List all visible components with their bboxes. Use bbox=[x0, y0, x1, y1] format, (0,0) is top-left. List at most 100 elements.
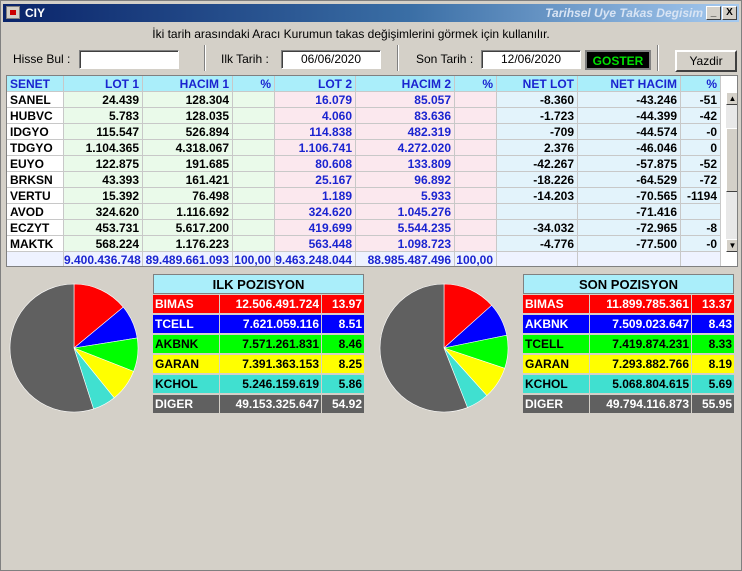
minimize-button[interactable]: _ bbox=[706, 6, 721, 20]
window-title: Tarihsel Uye Takas Degisim bbox=[545, 6, 703, 20]
total-cell: 9.463.248.044 bbox=[275, 252, 356, 266]
scroll-down-icon[interactable]: ▼ bbox=[726, 239, 737, 252]
senet-cell: SANEL bbox=[7, 92, 64, 108]
title-bar[interactable]: CIY Tarihsel Uye Takas Degisim _ X bbox=[3, 4, 739, 22]
takas-table[interactable]: SENET LOT 1 HACIM 1 % LOT 2 HACIM 2 % NE… bbox=[6, 75, 738, 267]
column-header[interactable]: % bbox=[455, 76, 497, 92]
lot1-cell: 1.104.365 bbox=[64, 140, 143, 156]
net-hacim-cell: -77.500 bbox=[578, 236, 681, 252]
table-row[interactable]: MAKTK 568.224 1.176.223 563.448 1.098.723 -4.… bbox=[7, 236, 737, 252]
pct2-cell bbox=[455, 108, 497, 124]
goster-button[interactable]: GOSTER bbox=[585, 50, 651, 70]
table-row[interactable]: ECZYT 453.731 5.617.200 419.699 5.544.235 -34… bbox=[7, 220, 737, 236]
ilk-tarih-field[interactable]: 06/06/2020 bbox=[281, 50, 381, 69]
column-header[interactable]: % bbox=[233, 76, 275, 92]
net-hacim-cell: -46.046 bbox=[578, 140, 681, 156]
pct2-cell bbox=[455, 236, 497, 252]
hacim1-cell: 128.304 bbox=[143, 92, 233, 108]
lot2-cell: 1.189 bbox=[275, 188, 356, 204]
senet-cell: VERTU bbox=[7, 188, 64, 204]
scroll-thumb[interactable] bbox=[726, 128, 737, 192]
separator bbox=[204, 45, 206, 71]
close-button[interactable]: X bbox=[722, 6, 737, 20]
pct2-cell bbox=[455, 188, 497, 204]
column-header[interactable]: SENET bbox=[7, 76, 64, 92]
son-tarih-field[interactable]: 12/06/2020 bbox=[481, 50, 581, 69]
column-header[interactable]: NET HACIM bbox=[578, 76, 681, 92]
legend-value: 5.068.804.615 bbox=[590, 375, 691, 393]
legend-value: 7.419.874.231 bbox=[590, 335, 691, 353]
net-lot-cell: -8.360 bbox=[497, 92, 578, 108]
table-row[interactable]: TDGYO 1.104.365 4.318.067 1.106.741 4.272.02… bbox=[7, 140, 737, 156]
net-hacim-cell: -57.875 bbox=[578, 156, 681, 172]
legend-percent: 8.25 bbox=[322, 355, 364, 373]
legend-percent: 8.19 bbox=[692, 355, 734, 373]
hacim2-cell: 5.544.235 bbox=[356, 220, 455, 236]
legend-row: TCELL 7.621.059.116 8.51 bbox=[153, 315, 364, 333]
table-row[interactable]: IDGYO 115.547 526.894 114.838 482.319 -709 -44… bbox=[7, 124, 737, 140]
legend-percent: 8.51 bbox=[322, 315, 364, 333]
net-pct-cell: -52 bbox=[681, 156, 721, 172]
net-lot-cell: -42.267 bbox=[497, 156, 578, 172]
legend-percent: 8.33 bbox=[692, 335, 734, 353]
net-pct-cell: -42 bbox=[681, 108, 721, 124]
pct1-cell bbox=[233, 92, 275, 108]
column-header[interactable]: LOT 2 bbox=[275, 76, 356, 92]
hacim1-cell: 1.116.692 bbox=[143, 204, 233, 220]
column-header[interactable]: HACIM 1 bbox=[143, 76, 233, 92]
senet-cell: HUBVC bbox=[7, 108, 64, 124]
table-row[interactable]: SANEL 24.439 128.304 16.079 85.057 -8.360 -43.… bbox=[7, 92, 737, 108]
net-pct-cell: 0 bbox=[681, 140, 721, 156]
column-header[interactable]: % bbox=[681, 76, 721, 92]
lot2-cell: 25.167 bbox=[275, 172, 356, 188]
pct2-cell bbox=[455, 220, 497, 236]
lot1-cell: 115.547 bbox=[64, 124, 143, 140]
pie-slice bbox=[379, 283, 468, 413]
scroll-up-icon[interactable]: ▲ bbox=[726, 92, 737, 105]
senet-cell: EUYO bbox=[7, 156, 64, 172]
table-row[interactable]: AVOD 324.620 1.116.692 324.620 1.045.276 -71.… bbox=[7, 204, 737, 220]
table-row[interactable]: BRKSN 43.393 161.421 25.167 96.892 -18.226 -64… bbox=[7, 172, 737, 188]
lot1-cell: 568.224 bbox=[64, 236, 143, 252]
column-header[interactable]: LOT 1 bbox=[64, 76, 143, 92]
hisse-bul-label: Hisse Bul : bbox=[13, 52, 71, 66]
column-header[interactable]: HACIM 2 bbox=[356, 76, 455, 92]
net-pct-cell: -51 bbox=[681, 92, 721, 108]
separator bbox=[657, 45, 659, 71]
legend-name: TCELL bbox=[153, 315, 219, 333]
pct2-cell bbox=[455, 140, 497, 156]
lot2-cell: 1.106.741 bbox=[275, 140, 356, 156]
legend-name: KCHOL bbox=[153, 375, 219, 393]
legend-percent: 54.92 bbox=[322, 395, 364, 413]
legend-row: AKBNK 7.571.261.831 8.46 bbox=[153, 335, 364, 353]
legend-row: DIGER 49.153.325.647 54.92 bbox=[153, 395, 364, 413]
lot2-cell: 419.699 bbox=[275, 220, 356, 236]
pct2-cell bbox=[455, 156, 497, 172]
table-row[interactable]: VERTU 15.392 76.498 1.189 5.933 -14.203 -70.56… bbox=[7, 188, 737, 204]
net-lot-cell: -18.226 bbox=[497, 172, 578, 188]
table-row[interactable]: EUYO 122.875 191.685 80.608 133.809 -42.267 -5… bbox=[7, 156, 737, 172]
vertical-scrollbar[interactable]: ▲ ▼ bbox=[726, 92, 737, 252]
legend-value: 7.391.363.153 bbox=[220, 355, 321, 373]
table-row[interactable]: HUBVC 5.783 128.035 4.060 83.636 -1.723 -44.39… bbox=[7, 108, 737, 124]
lot2-cell: 324.620 bbox=[275, 204, 356, 220]
separator bbox=[397, 45, 399, 71]
legend-row: KCHOL 5.246.159.619 5.86 bbox=[153, 375, 364, 393]
hacim2-cell: 83.636 bbox=[356, 108, 455, 124]
column-header[interactable]: NET LOT bbox=[497, 76, 578, 92]
legend-name: BIMAS bbox=[523, 295, 589, 313]
net-pct-cell: -1194 bbox=[681, 188, 721, 204]
pct2-cell bbox=[455, 172, 497, 188]
yazdir-button[interactable]: Yazdir bbox=[675, 50, 737, 72]
senet-cell: IDGYO bbox=[7, 124, 64, 140]
hisse-bul-input[interactable] bbox=[79, 50, 179, 69]
total-cell: 9.400.436.748 bbox=[64, 252, 143, 266]
pct1-cell bbox=[233, 236, 275, 252]
hacim2-cell: 96.892 bbox=[356, 172, 455, 188]
legend-name: AKBNK bbox=[153, 335, 219, 353]
hacim2-cell: 482.319 bbox=[356, 124, 455, 140]
pct1-cell bbox=[233, 220, 275, 236]
pie-slice bbox=[443, 283, 493, 349]
legend-value: 11.899.785.361 bbox=[590, 295, 691, 313]
